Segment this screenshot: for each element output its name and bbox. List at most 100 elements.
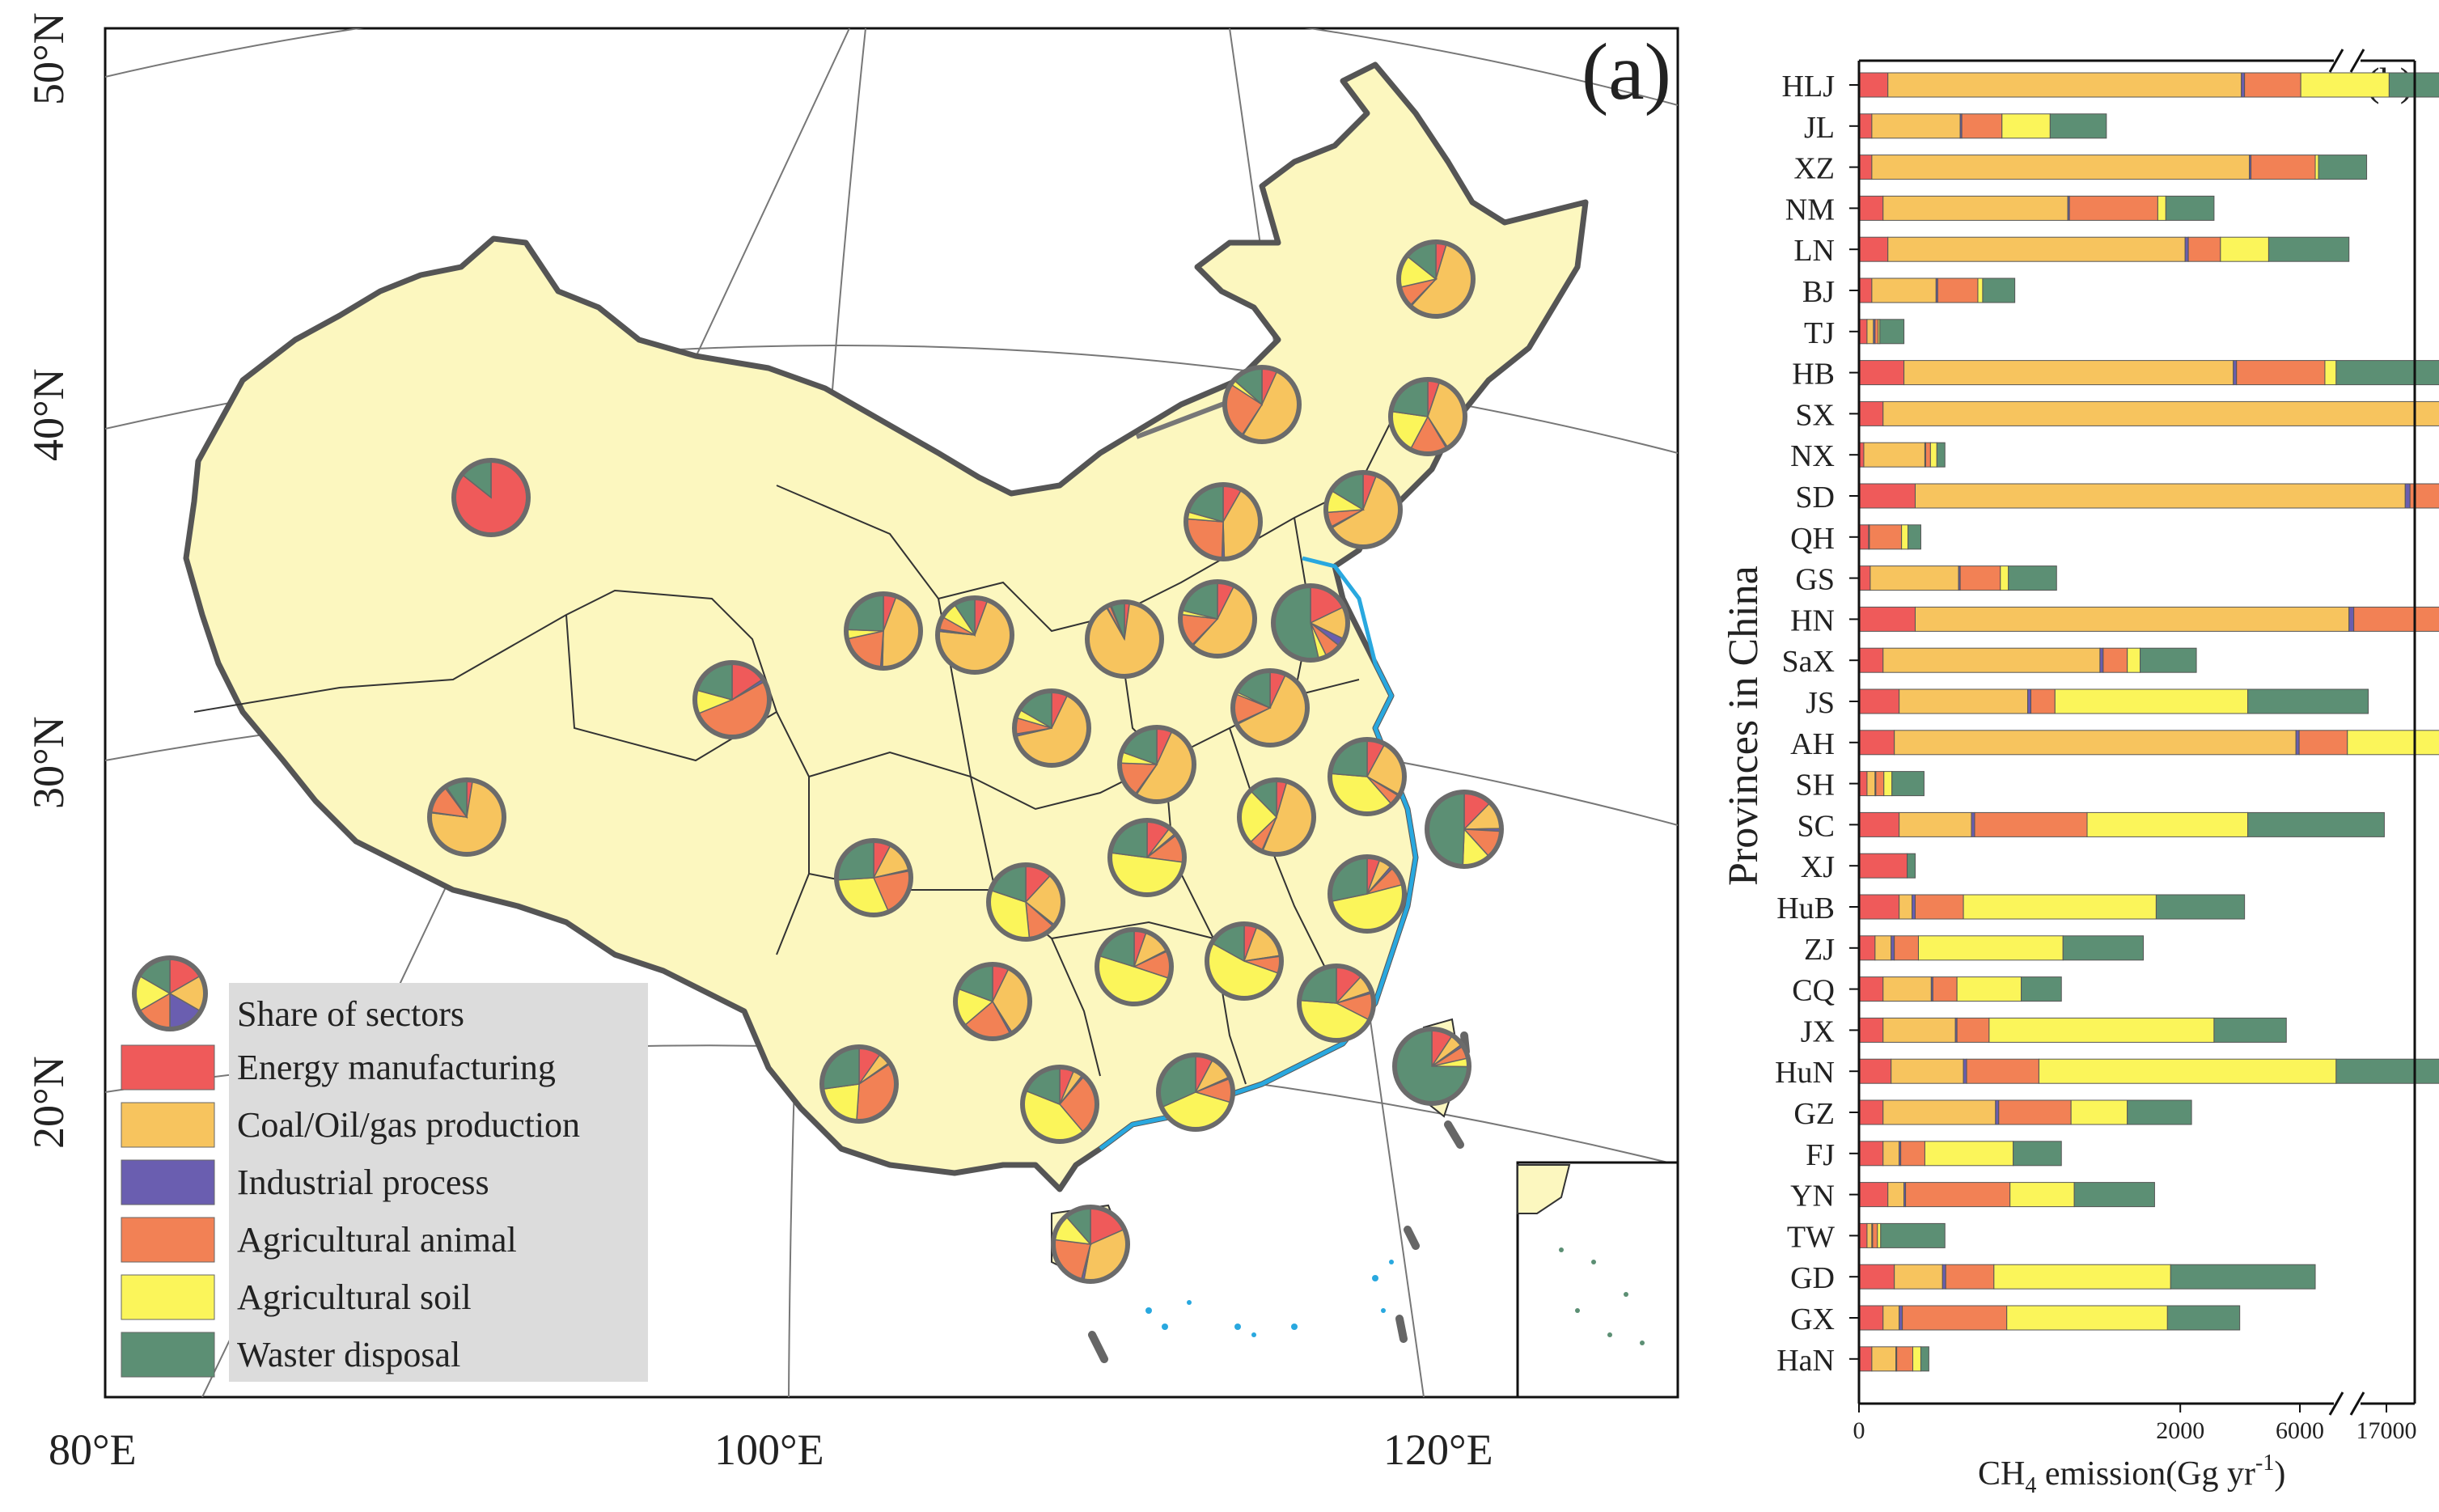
bar-segment-NM-coal-oil-gas-production xyxy=(1882,195,2068,221)
bar-segment-SaX-energy-manufacturing xyxy=(1858,647,1884,673)
bar-segment-BJ-agricultural-soil xyxy=(1977,277,1984,303)
category-label-HB: HB xyxy=(1792,358,1835,392)
bar-segment-HLJ-industrial-process xyxy=(2241,72,2246,98)
pie-GD-rim xyxy=(1156,1052,1235,1132)
pie-HuN xyxy=(1095,927,1174,1006)
bar-segment-YN-energy-manufacturing xyxy=(1858,1182,1889,1208)
bar-segment-HB-waster-disposal xyxy=(2335,360,2439,386)
pie-HuB-rim xyxy=(1107,818,1187,897)
pie-JL-rim xyxy=(1388,377,1467,456)
bar-segment-GS-agricultural-soil xyxy=(2000,565,2009,591)
bar-segment-HuN-energy-manufacturing xyxy=(1858,1058,1892,1084)
bar-segment-QH-waster-disposal xyxy=(1908,524,1921,550)
bar-segment-LN-coal-oil-gas-production xyxy=(1887,236,2186,262)
bar-segment-HuN-waster-disposal xyxy=(2335,1058,2439,1084)
bar-segment-HuN-industrial-process xyxy=(1963,1058,1967,1084)
bar-segment-JX-coal-oil-gas-production xyxy=(1882,1017,1956,1043)
pie-CQ xyxy=(986,862,1065,942)
bar-segment-HaN-agricultural-soil xyxy=(1912,1346,1921,1372)
pie-HLJ xyxy=(1396,239,1476,319)
lat-label-20: 20°N xyxy=(24,1056,73,1149)
bar-segment-XJ-energy-manufacturing xyxy=(1858,853,1908,879)
bar-segment-LN-energy-manufacturing xyxy=(1858,236,1889,262)
bar-segment-JL-agricultural-soil xyxy=(2001,113,2051,139)
pie-HaN-rim xyxy=(1051,1205,1130,1284)
pie-FJ-rim xyxy=(1297,964,1376,1043)
bar-segment-ZJ-coal-oil-gas-production xyxy=(1874,935,1892,961)
bar-segment-SH-coal-oil-gas-production xyxy=(1866,771,1876,797)
bar-segment-XJ-waster-disposal xyxy=(1907,853,1916,879)
category-label-GD: GD xyxy=(1790,1261,1835,1295)
bar-segment-JS-coal-oil-gas-production xyxy=(1899,688,2029,714)
pie-GZ xyxy=(953,962,1032,1041)
bar-segment-TW-coal-oil-gas-production xyxy=(1866,1222,1873,1248)
bar-segment-GX-agricultural-animal xyxy=(1902,1305,2008,1331)
pie-JS xyxy=(1327,737,1407,816)
bar-segment-GX-industrial-process xyxy=(1899,1305,1903,1331)
bar-segment-AH-coal-oil-gas-production xyxy=(1894,730,2297,756)
pie-GX xyxy=(1020,1065,1099,1144)
pie-BJ-rim xyxy=(1184,482,1263,561)
bar-segment-HN-industrial-process xyxy=(2348,606,2355,632)
category-label-YN: YN xyxy=(1790,1180,1835,1213)
pie-LN xyxy=(1323,470,1403,549)
bar-segment-YN-agricultural-soil xyxy=(2009,1182,2075,1208)
bar-segment-NM-waster-disposal xyxy=(2165,195,2215,221)
bar-segment-JX-waster-disposal xyxy=(2213,1017,2287,1043)
pie-SC xyxy=(834,838,913,917)
bar-segment-HuB-waster-disposal xyxy=(2155,894,2246,920)
pie-NX-rim xyxy=(935,595,1014,675)
pie-TW-rim xyxy=(1392,1027,1471,1106)
bar-segment-HB-energy-manufacturing xyxy=(1858,360,1905,386)
lat-label-50: 50°N xyxy=(24,12,73,105)
bar-segment-BJ-energy-manufacturing xyxy=(1858,277,1873,303)
bar-segment-XZ-agricultural-animal xyxy=(2251,155,2316,180)
bar-segment-GX-waster-disposal xyxy=(2166,1305,2241,1331)
bar-segment-YN-waster-disposal xyxy=(2073,1182,2155,1208)
pie-BJ xyxy=(1184,482,1263,561)
legend-swatch-3 xyxy=(121,1217,215,1263)
bar-segment-HN-agricultural-animal xyxy=(2353,606,2439,632)
bar-segment-JS-agricultural-soil xyxy=(2054,688,2249,714)
bar-segment-HLJ-coal-oil-gas-production xyxy=(1887,72,2242,98)
bar-segment-HuB-coal-oil-gas-production xyxy=(1899,894,1913,920)
bar-segment-ZJ-agricultural-animal xyxy=(1894,935,1919,961)
bar-segment-TJ-coal-oil-gas-production xyxy=(1866,319,1874,345)
inset-map xyxy=(1516,1161,1679,1399)
bar-segment-FJ-agricultural-soil xyxy=(1924,1141,2014,1167)
pie-SH-rim xyxy=(1425,790,1504,869)
lon-label-120: 120°E xyxy=(1383,1425,1493,1474)
legend-pie xyxy=(132,955,208,1031)
bar-segment-SC-agricultural-animal xyxy=(1974,811,2088,837)
pie-SX-rim xyxy=(1085,599,1164,679)
pie-QH xyxy=(692,660,772,739)
bar-segment-SaX-waster-disposal xyxy=(2140,647,2197,673)
bar-segment-HB-industrial-process xyxy=(2233,360,2238,386)
category-label-SC: SC xyxy=(1797,809,1835,843)
bar-segment-XZ-waster-disposal xyxy=(2318,155,2368,180)
bar-segment-AH-agricultural-soil xyxy=(2347,730,2439,756)
bar-segment-LN-industrial-process xyxy=(2184,236,2189,262)
legend-swatch-1 xyxy=(121,1102,215,1148)
bar-segment-SaX-agricultural-soil xyxy=(2127,647,2141,673)
legend-label-2: Industrial process xyxy=(237,1163,489,1202)
bar-segment-GD-waster-disposal xyxy=(2170,1264,2316,1290)
bar-segment-CQ-coal-oil-gas-production xyxy=(1882,976,1932,1002)
bar-segment-JL-agricultural-animal xyxy=(1961,113,2003,139)
bar-segment-NM-agricultural-soil xyxy=(2157,195,2166,221)
bar-segment-SX-coal-oil-gas-production xyxy=(1882,400,2439,426)
x-tick-label-6000: 6000 xyxy=(2276,1417,2324,1444)
bar-segment-SH-waster-disposal xyxy=(1891,771,1925,797)
bar-segment-AH-energy-manufacturing xyxy=(1858,730,1895,756)
pie-HuN-rim xyxy=(1095,927,1174,1006)
pie-GZ-rim xyxy=(953,962,1032,1041)
pie-HLJ-rim xyxy=(1396,239,1476,319)
bar-segment-XZ-agricultural-soil xyxy=(2314,155,2319,180)
bar-segment-GX-coal-oil-gas-production xyxy=(1882,1305,1900,1331)
pie-SX xyxy=(1085,599,1164,679)
category-label-TW: TW xyxy=(1787,1220,1835,1254)
category-label-SaX: SaX xyxy=(1782,645,1835,679)
bar-segment-NX-coal-oil-gas-production xyxy=(1863,442,1925,468)
x-tick-label-0: 0 xyxy=(1853,1417,1865,1444)
bar-segment-HuN-agricultural-soil xyxy=(2038,1058,2337,1084)
